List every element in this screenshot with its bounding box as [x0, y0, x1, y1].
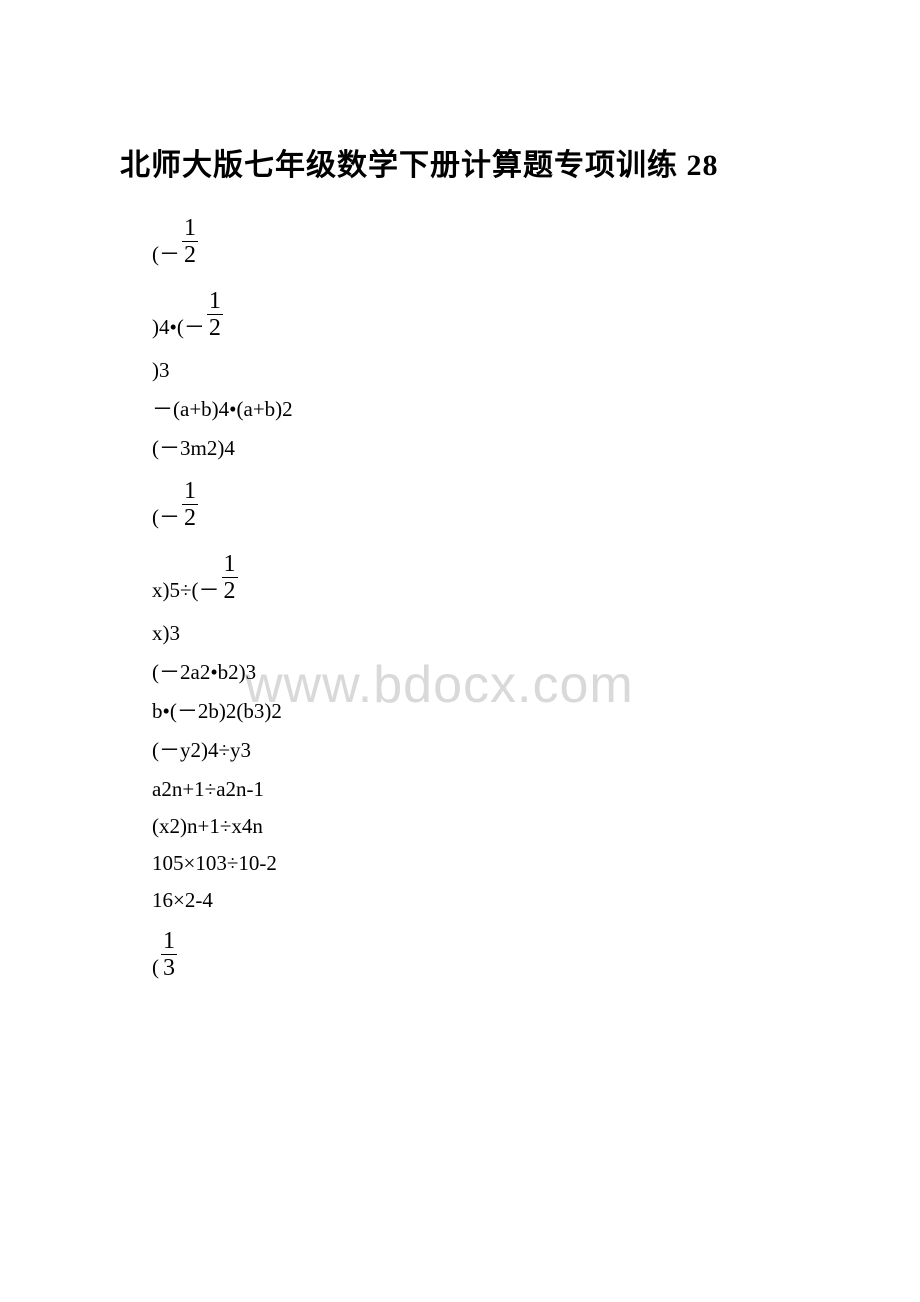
expr-text: (x2)n+1÷x4n: [152, 816, 263, 837]
expr-text: x)3: [152, 623, 180, 644]
fraction-denominator: 2: [182, 241, 198, 267]
expr-text: (－: [152, 244, 180, 265]
fraction-half: 1 2: [222, 552, 238, 603]
fraction-half: 1 2: [182, 479, 198, 530]
expression-line-11: (－y2)4÷y3: [152, 740, 800, 761]
fraction-denominator: 2: [207, 314, 223, 340]
expr-text: a2n+1÷a2n-1: [152, 779, 264, 800]
expr-text: x)5÷(－: [152, 580, 220, 601]
fraction-denominator: 2: [182, 504, 198, 530]
expr-text: (－: [152, 507, 180, 528]
fraction-half: 1 2: [182, 216, 198, 267]
expr-text: )4•(－: [152, 317, 205, 338]
expr-text: (－y2)4÷y3: [152, 740, 251, 761]
fraction-numerator: 1: [207, 289, 223, 314]
fraction-numerator: 1: [222, 552, 238, 577]
fraction-denominator: 2: [222, 577, 238, 603]
expr-text: (: [152, 957, 159, 978]
expression-line-1: (－ 1 2: [152, 214, 800, 265]
expression-line-2: )4•(－ 1 2: [152, 287, 800, 338]
expr-text: (－3m2)4: [152, 438, 235, 459]
expression-line-8: x)3: [152, 623, 800, 644]
content-body: (－ 1 2 )4•(－ 1 2 )3 －(a+b)4•(a+b)2 (－3m2…: [120, 214, 800, 978]
expression-line-12: a2n+1÷a2n-1: [152, 779, 800, 800]
expression-line-4: －(a+b)4•(a+b)2: [152, 399, 800, 420]
expr-text: 105×103÷10-2: [152, 853, 277, 874]
expression-line-14: 105×103÷10-2: [152, 853, 800, 874]
expression-line-13: (x2)n+1÷x4n: [152, 816, 800, 837]
expr-text: －(a+b)4•(a+b)2: [152, 399, 293, 420]
expression-line-15: 16×2-4: [152, 890, 800, 911]
fraction-denominator: 3: [161, 954, 177, 980]
expression-line-5: (－3m2)4: [152, 438, 800, 459]
fraction-numerator: 1: [182, 479, 198, 504]
expr-text: (－2a2•b2)3: [152, 662, 256, 683]
fraction-third: 1 3: [161, 929, 177, 980]
fraction-half: 1 2: [207, 289, 223, 340]
page-title: 北师大版七年级数学下册计算题专项训练 28: [120, 140, 800, 184]
expression-line-10: b•(－2b)2(b3)2: [152, 701, 800, 722]
expression-line-9: (－2a2•b2)3: [152, 662, 800, 683]
expression-line-16: ( 1 3: [152, 927, 800, 978]
expression-line-6: (－ 1 2: [152, 477, 800, 528]
expression-line-3: )3: [152, 360, 800, 381]
expression-line-7: x)5÷(－ 1 2: [152, 550, 800, 601]
expr-text: )3: [152, 360, 170, 381]
fraction-numerator: 1: [182, 216, 198, 241]
expr-text: 16×2-4: [152, 890, 213, 911]
expr-text: b•(－2b)2(b3)2: [152, 701, 282, 722]
fraction-numerator: 1: [161, 929, 177, 954]
